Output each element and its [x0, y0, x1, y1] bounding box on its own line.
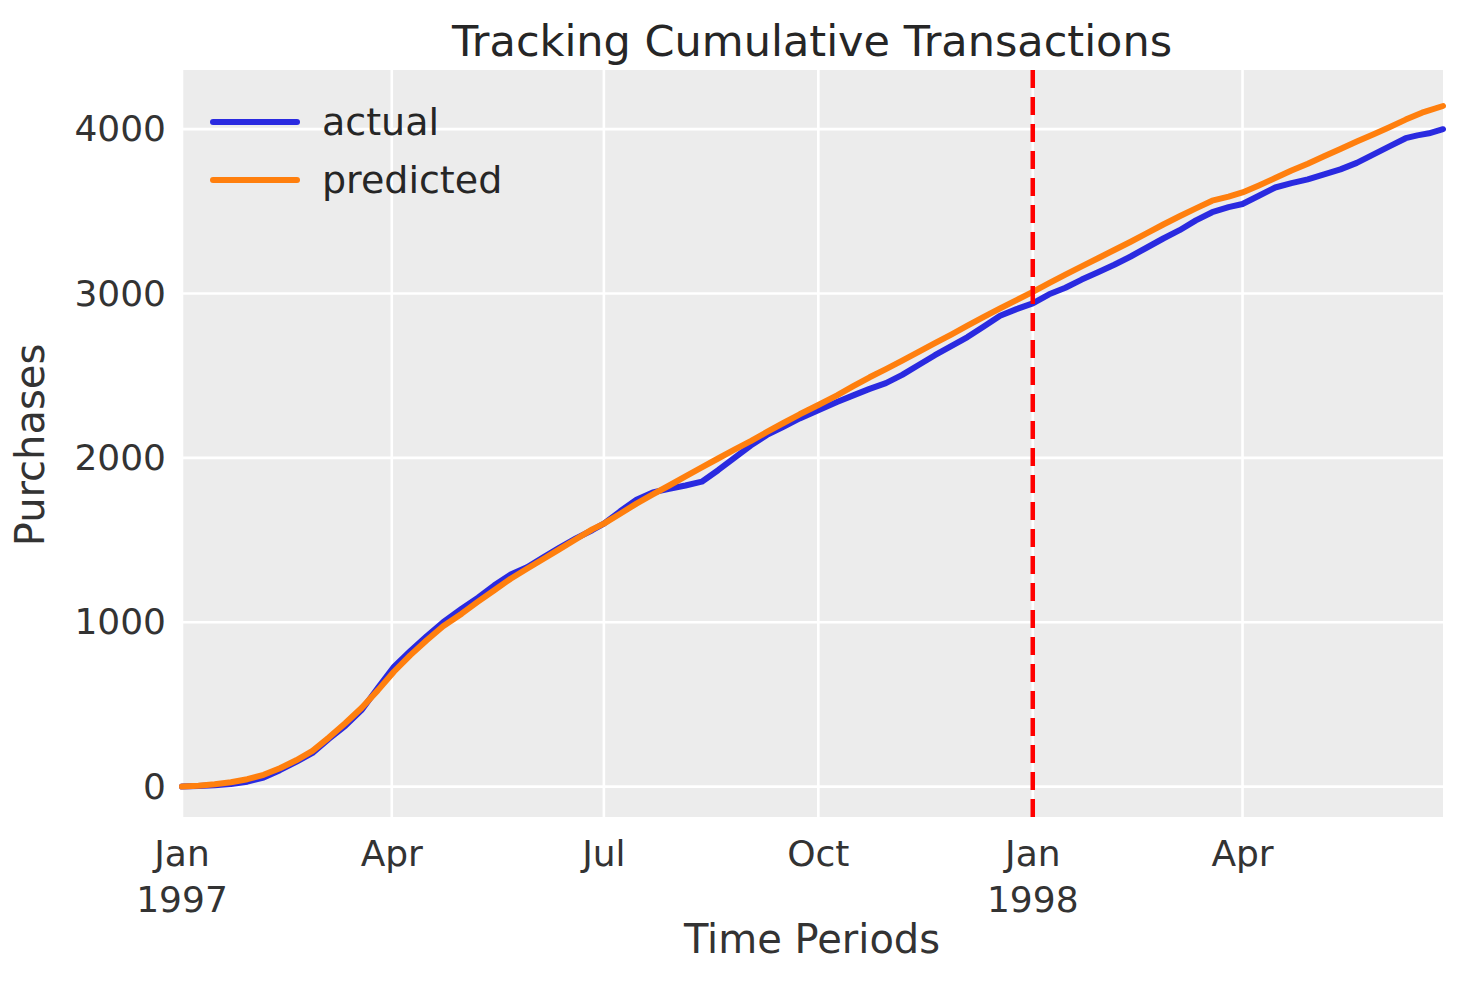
x-tick-year-label: 1997: [136, 879, 228, 920]
actual-legend-label: actual: [322, 100, 439, 144]
x-tick-label: Oct: [787, 833, 849, 874]
y-tick-label: 2000: [74, 437, 166, 478]
y-tick-label: 1000: [74, 601, 166, 642]
x-tick-label: Apr: [361, 833, 423, 874]
chart-title: Tracking Cumulative Transactions: [451, 16, 1172, 66]
predicted-legend-label: predicted: [322, 158, 502, 202]
figure: 0 1000 2000 3000 4000 Jan 1997 Apr Jul Oct Jan 199…: [0, 0, 1463, 983]
y-axis-label: Purchases: [7, 344, 53, 546]
x-axis-label: Time Periods: [683, 916, 940, 962]
y-tick-label: 4000: [74, 108, 166, 149]
x-tick-label: Jan: [152, 833, 210, 874]
x-tick-year-label: 1998: [987, 879, 1079, 920]
cumulative-transactions-chart: 0 1000 2000 3000 4000 Jan 1997 Apr Jul Oct Jan 199…: [0, 0, 1463, 983]
x-tick-label: Apr: [1211, 833, 1273, 874]
y-tick-labels: 0 1000 2000 3000 4000: [74, 108, 166, 806]
y-tick-label: 3000: [74, 273, 166, 314]
y-tick-label: 0: [143, 766, 166, 807]
x-tick-label: Jan: [1003, 833, 1061, 874]
x-tick-label: Jul: [580, 833, 625, 874]
x-tick-labels: Jan 1997 Apr Jul Oct Jan 1998 Apr: [136, 833, 1274, 920]
